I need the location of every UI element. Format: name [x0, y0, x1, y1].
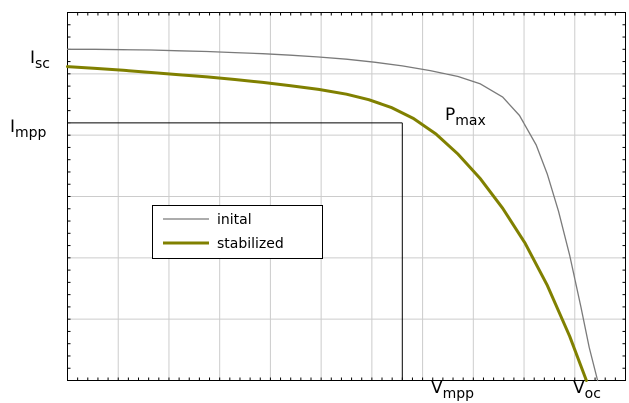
impp-label: Impp — [10, 117, 47, 141]
legend-label-stabilized: stabilized — [217, 236, 284, 252]
grid — [67, 12, 626, 381]
mpp-guides — [67, 122, 403, 381]
voc-label: Voc — [573, 378, 601, 402]
series-inital-line — [66, 48, 599, 382]
vmpp-label: Vmpp — [431, 378, 474, 402]
pmax-label: Pmax — [445, 105, 486, 129]
legend: inital stabilized — [152, 205, 323, 259]
isc-label: Isc — [30, 48, 50, 72]
legend-label-inital: inital — [217, 212, 252, 228]
legend-box — [152, 205, 323, 259]
series-stabilized-line — [66, 65, 588, 382]
series-lines — [66, 48, 599, 382]
